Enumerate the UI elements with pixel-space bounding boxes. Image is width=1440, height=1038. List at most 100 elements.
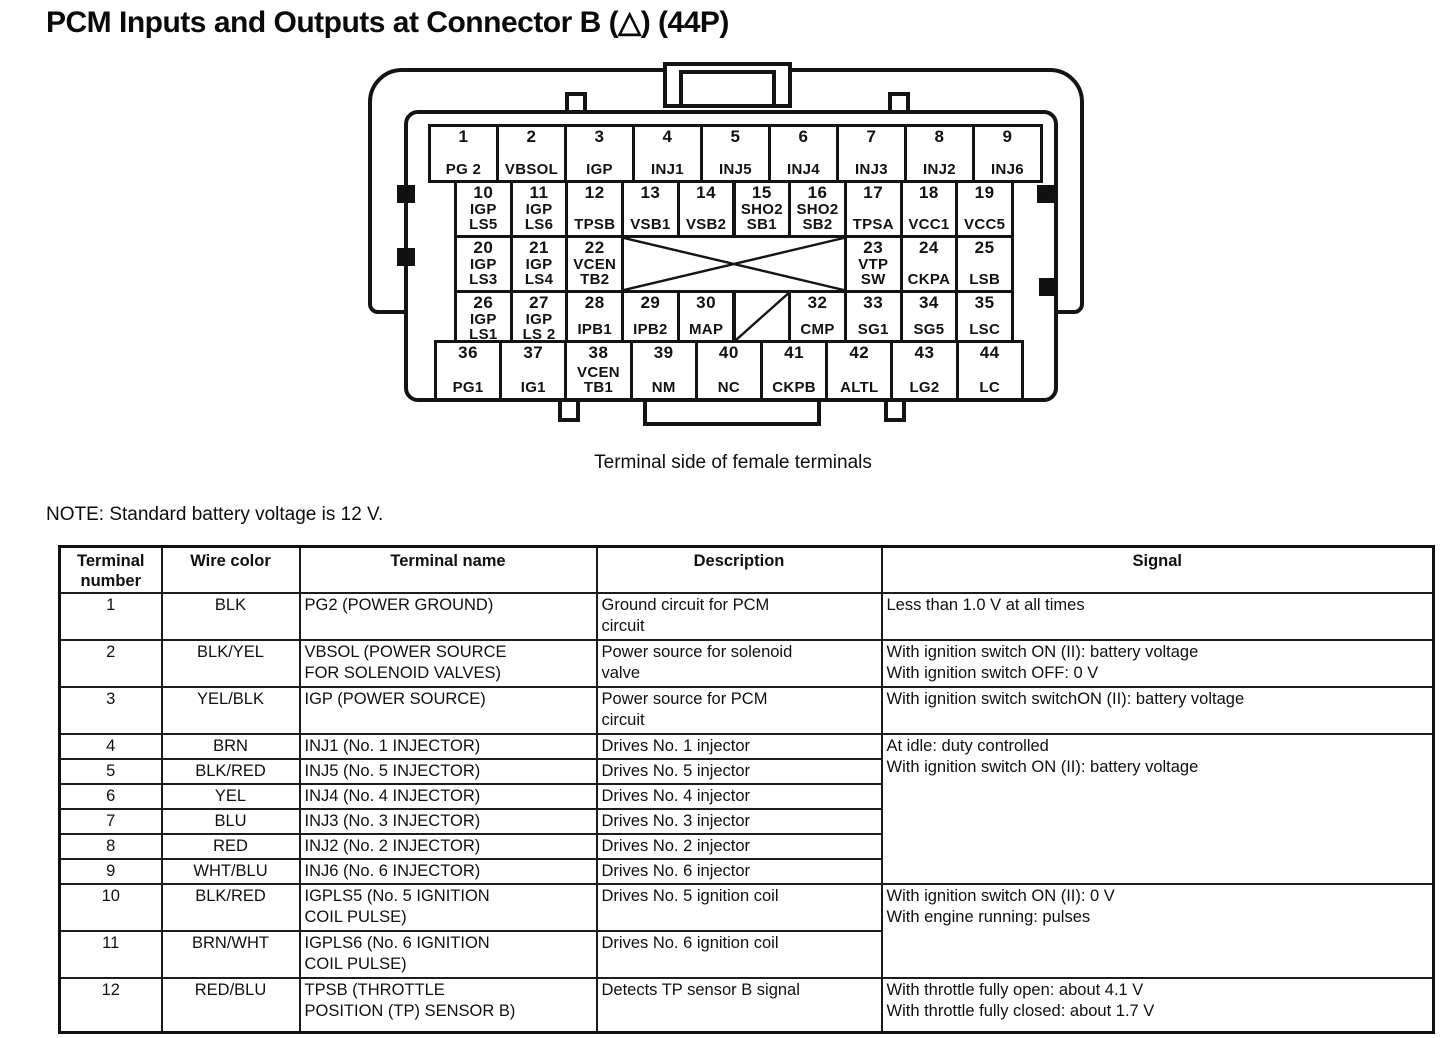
note-text: NOTE: Standard battery voltage is 12 V. <box>46 504 384 525</box>
col-header-wire-color: Wire color <box>160 545 301 594</box>
terminal-name-cell: INJ3 (No. 3 INJECTOR) <box>298 808 598 835</box>
pin-number: 17 <box>863 183 884 202</box>
pin-label: SG1 <box>857 321 889 339</box>
pin-number: 3 <box>594 127 605 146</box>
description-cell: Drives No. 5 ignition coil <box>595 883 883 932</box>
description-cell: Power source for solenoid valve <box>595 639 883 688</box>
pin-cell: 24 CKPA <box>899 235 959 293</box>
col-header-terminal-number: Terminal number <box>58 545 163 594</box>
description-cell: Drives No. 1 injector <box>595 733 883 760</box>
pin-cell: 25 LSB <box>955 235 1014 293</box>
pin-number: 14 <box>696 183 717 202</box>
pin-number: 12 <box>584 183 605 202</box>
pin-cell: 9 INJ6 <box>972 124 1043 183</box>
pin-cell: 18 VCC1 <box>899 180 959 238</box>
pin-cell: 3 IGP <box>564 124 635 183</box>
pin-blank-cell <box>621 235 847 293</box>
pin-number: 23 <box>863 238 884 257</box>
pin-label: INJ5 <box>719 161 752 179</box>
pin-label: IG1 <box>520 379 546 397</box>
terminal-number-cell: 4 <box>58 733 163 760</box>
pin-number: 27 <box>529 293 549 312</box>
pin-number: 16 <box>807 183 828 202</box>
pin-label: CKPA <box>907 271 951 289</box>
connector-top-tab-inner <box>679 70 776 108</box>
description-cell: Drives No. 4 injector <box>595 783 883 810</box>
signal-cell: Less than 1.0 V at all times <box>880 592 1435 641</box>
terminal-number-cell: 1 <box>58 592 163 641</box>
signal-cell: With throttle fully open: about 4.1 V Wi… <box>880 977 1435 1033</box>
signal-cell: At idle: duty controlled With ignition s… <box>880 733 1435 885</box>
pin-number: 19 <box>974 183 995 202</box>
pin-cell: 38 VCEN TB1 <box>564 340 633 401</box>
table-row: 7 BLU INJ3 (No. 3 INJECTOR) Drives No. 3 in… <box>58 808 1434 835</box>
pin-cell: 37 IG1 <box>499 340 568 401</box>
wire-color-cell: BLK/YEL <box>160 639 301 688</box>
table-row: 6 YEL INJ4 (No. 4 INJECTOR) Drives No. 4 in… <box>58 783 1434 810</box>
pin-cell: 15 SHO2 SB1 <box>732 180 792 238</box>
pin-number: 22 <box>584 238 605 257</box>
wire-color-cell: BRN <box>160 733 301 760</box>
terminal-number-cell: 7 <box>58 808 163 835</box>
pin-number: 42 <box>849 343 870 362</box>
terminal-number-cell: 3 <box>58 686 163 735</box>
description-cell: Detects TP sensor B signal <box>595 977 883 1033</box>
table-row: 3 YEL/BLK IGP (POWER SOURCE) Power source f… <box>58 686 1435 735</box>
pin-label: INJ2 <box>923 161 956 179</box>
terminal-name-cell: VBSOL (POWER SOURCE FOR SOLENOID VALVES) <box>298 639 598 688</box>
terminal-name-cell: INJ2 (No. 2 INJECTOR) <box>298 833 598 860</box>
pin-cell: 34 SG5 <box>899 290 959 343</box>
pin-label: SHO2 SB1 <box>740 200 783 234</box>
table-row: 12 RED/BLU TPSB (THROTTLE POSITION (TP) SE… <box>58 977 1435 1033</box>
pin-number: 15 <box>751 183 772 202</box>
pin-cell: 5 INJ5 <box>700 124 771 183</box>
crossed-out-mark <box>624 238 844 290</box>
pin-label: INJ1 <box>651 161 684 179</box>
terminal-name-cell: PG2 (POWER GROUND) <box>298 592 598 641</box>
pin-number: 21 <box>529 238 549 257</box>
description-cell: Drives No. 5 injector <box>595 758 883 785</box>
pin-number: 39 <box>653 343 674 362</box>
wire-color-cell: BLK <box>160 592 301 641</box>
table-row: 2 BLK/YEL VBSOL (POWER SOURCE FOR SOLENOID… <box>58 639 1435 688</box>
pin-number: 33 <box>863 293 884 312</box>
table-header-row: Terminal number Wire color Terminal name… <box>58 545 1435 594</box>
pin-label: IGP LS 2 <box>522 310 556 344</box>
pin-cell: 8 INJ2 <box>904 124 975 183</box>
description-cell: Drives No. 6 injector <box>595 858 883 885</box>
pin-cell: 42 ALTL <box>825 340 894 401</box>
pin-cell: 39 NM <box>629 340 698 401</box>
connector-side-lug <box>1039 278 1057 296</box>
pin-cell: 28 IPB1 <box>565 290 625 343</box>
pin-number: 1 <box>458 127 469 146</box>
pin-cell: 35 LSC <box>955 290 1014 343</box>
pin-label: INJ4 <box>787 161 820 179</box>
connector-side-lug <box>1037 185 1055 203</box>
pin-cell: 7 INJ3 <box>836 124 907 183</box>
pin-label: IGP LS5 <box>469 200 498 234</box>
pin-label: VSB2 <box>685 216 727 234</box>
pin-label: IGP LS1 <box>469 310 498 344</box>
terminal-number-cell: 8 <box>58 833 163 860</box>
pin-number: 13 <box>640 183 661 202</box>
pin-label: IGP <box>586 161 613 179</box>
pin-label: NM <box>651 379 676 397</box>
pin-number: 38 <box>588 343 609 362</box>
pin-number: 18 <box>918 183 939 202</box>
connector-side-lug <box>397 185 415 203</box>
pin-cell: 30 MAP <box>676 290 736 343</box>
pin-cell: 12 TPSB <box>565 180 625 238</box>
pin-number: 32 <box>807 293 828 312</box>
pin-label: PG1 <box>452 379 484 397</box>
pin-number: 9 <box>1002 127 1013 146</box>
terminal-number-cell: 11 <box>58 930 163 979</box>
pin-label: LG2 <box>909 379 940 397</box>
connector-side-lug <box>397 248 415 266</box>
pin-label: IGP LS3 <box>469 255 498 289</box>
terminal-number-cell: 10 <box>58 883 163 932</box>
terminal-number-cell: 9 <box>58 858 163 885</box>
pin-number: 10 <box>473 183 494 202</box>
description-cell: Ground circuit for PCM circuit <box>595 592 883 641</box>
pin-cell: 26 IGP LS1 <box>454 290 513 343</box>
pin-cell: 11 IGP LS6 <box>509 180 569 238</box>
